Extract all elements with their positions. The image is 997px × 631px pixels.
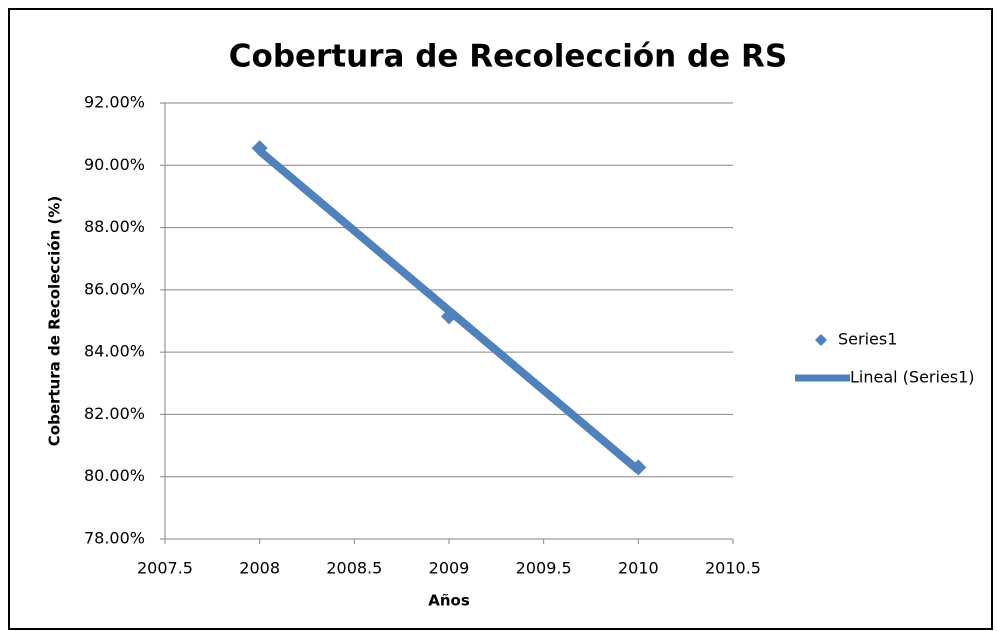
legend-marker xyxy=(815,334,827,346)
data-point xyxy=(630,459,647,476)
y-tick-label: 78.00% xyxy=(84,529,145,548)
y-tick-label: 86.00% xyxy=(84,279,145,298)
y-tick-label: 82.00% xyxy=(84,404,145,423)
y-tick-label: 90.00% xyxy=(84,155,145,174)
x-tick-label: 2008 xyxy=(239,559,280,578)
x-tick-label: 2008.5 xyxy=(326,559,382,578)
legend-label: Series1 xyxy=(838,330,897,349)
data-point xyxy=(441,308,457,325)
chart-title: Cobertura de Recolección de RS xyxy=(229,39,787,75)
x-tick-label: 2009.5 xyxy=(516,559,572,578)
x-axis-label: Años xyxy=(428,592,470,610)
y-tick-label: 80.00% xyxy=(84,466,145,485)
y-tick-label: 88.00% xyxy=(84,217,145,236)
x-tick-label: 2007.5 xyxy=(137,559,193,578)
y-axis-label: Cobertura de Recolección (%) xyxy=(46,196,64,446)
x-tick-label: 2009 xyxy=(429,559,470,578)
x-tick-label: 2010.5 xyxy=(705,559,761,578)
data-point xyxy=(251,140,268,157)
y-tick-label: 92.00% xyxy=(84,93,145,112)
chart-frame xyxy=(8,8,993,630)
legend-label: Lineal (Series1) xyxy=(850,368,975,387)
y-tick-label: 84.00% xyxy=(84,342,145,361)
x-tick-label: 2010 xyxy=(618,559,659,578)
